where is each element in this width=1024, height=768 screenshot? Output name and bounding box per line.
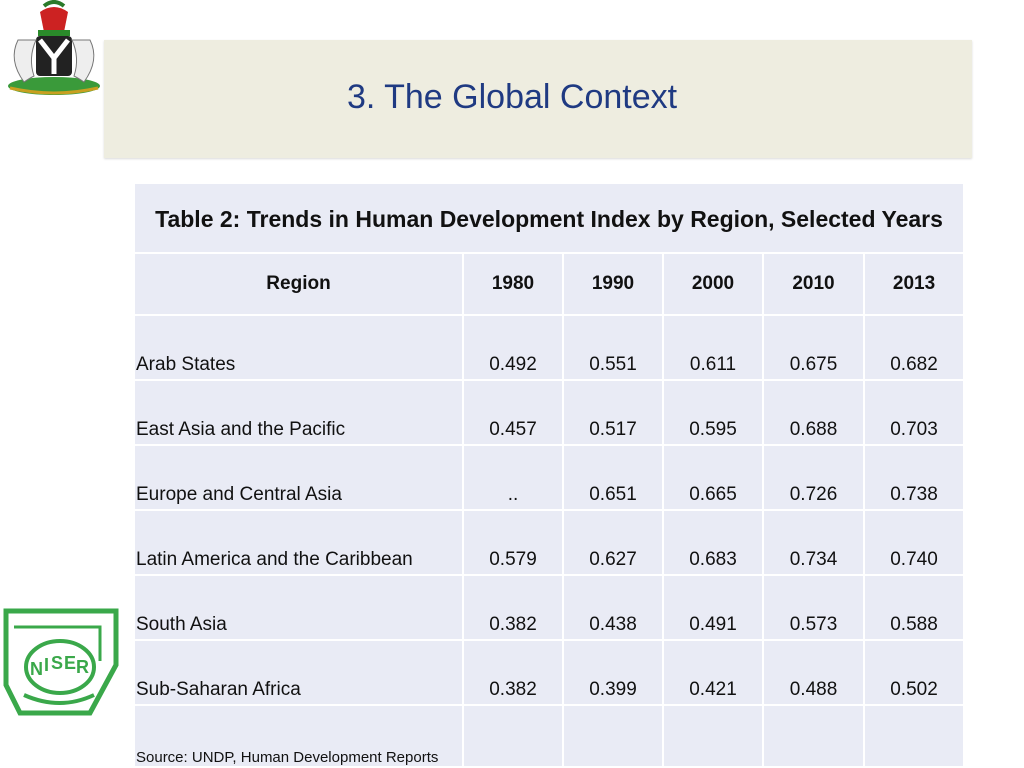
empty-cell xyxy=(462,704,564,768)
value-cell: 0.683 xyxy=(662,509,764,576)
niser-logo: N I S E R xyxy=(3,608,119,716)
empty-cell xyxy=(662,704,764,768)
value-cell: 0.491 xyxy=(662,574,764,641)
region-cell: Latin America and the Caribbean xyxy=(133,509,464,576)
value-cell: 0.517 xyxy=(562,379,664,446)
column-header: 1990 xyxy=(562,252,664,316)
source-note: Source: UNDP, Human Development Reports xyxy=(133,704,464,768)
empty-cell xyxy=(762,704,865,768)
table-row: Europe and Central Asia .. 0.651 0.665 0… xyxy=(133,444,966,511)
slide-title: 3. The Global Context xyxy=(346,78,678,116)
value-cell: 0.573 xyxy=(762,574,865,641)
column-header: Region xyxy=(133,252,464,316)
table-row: South Asia 0.382 0.438 0.491 0.573 0.588 xyxy=(133,574,966,641)
value-cell: 0.595 xyxy=(662,379,764,446)
niser-letter-i: I xyxy=(44,655,49,675)
niser-letter-s: S xyxy=(51,653,63,673)
value-cell: 0.688 xyxy=(762,379,865,446)
value-cell: 0.382 xyxy=(462,574,564,641)
table-row: Latin America and the Caribbean 0.579 0.… xyxy=(133,509,966,576)
value-cell: 0.738 xyxy=(862,444,966,511)
coat-of-arms-logo xyxy=(8,0,100,95)
niser-letter-e: E xyxy=(64,653,76,673)
region-cell: South Asia xyxy=(133,574,464,641)
value-cell: .. xyxy=(462,444,564,511)
region-cell: Sub-Saharan Africa xyxy=(133,639,464,706)
value-cell: 0.438 xyxy=(562,574,664,641)
value-cell: 0.726 xyxy=(762,444,865,511)
title-band xyxy=(104,40,972,158)
table-row: East Asia and the Pacific 0.457 0.517 0.… xyxy=(133,379,966,446)
value-cell: 0.740 xyxy=(862,509,966,576)
value-cell: 0.492 xyxy=(462,314,564,381)
source-row: Source: UNDP, Human Development Reports xyxy=(133,704,966,768)
value-cell: 0.651 xyxy=(562,444,664,511)
value-cell: 0.579 xyxy=(462,509,564,576)
column-header: 2000 xyxy=(662,252,764,316)
value-cell: 0.399 xyxy=(562,639,664,706)
column-header: 2013 xyxy=(862,252,966,316)
value-cell: 0.502 xyxy=(862,639,966,706)
table-caption: Table 2: Trends in Human Development Ind… xyxy=(132,182,966,254)
table-row: Sub-Saharan Africa 0.382 0.399 0.421 0.4… xyxy=(133,639,966,706)
region-cell: East Asia and the Pacific xyxy=(133,379,464,446)
value-cell: 0.703 xyxy=(862,379,966,446)
empty-cell xyxy=(862,704,966,768)
niser-letter-n: N xyxy=(30,659,43,679)
value-cell: 0.488 xyxy=(762,639,865,706)
value-cell: 0.682 xyxy=(862,314,966,381)
column-header: 2010 xyxy=(762,252,865,316)
region-cell: Arab States xyxy=(133,314,464,381)
value-cell: 0.627 xyxy=(562,509,664,576)
value-cell: 0.665 xyxy=(662,444,764,511)
niser-letter-r: R xyxy=(76,657,89,677)
value-cell: 0.551 xyxy=(562,314,664,381)
region-cell: Europe and Central Asia xyxy=(133,444,464,511)
value-cell: 0.734 xyxy=(762,509,865,576)
table-row: Arab States 0.492 0.551 0.611 0.675 0.68… xyxy=(133,314,966,381)
value-cell: 0.421 xyxy=(662,639,764,706)
empty-cell xyxy=(562,704,664,768)
value-cell: 0.457 xyxy=(462,379,564,446)
value-cell: 0.675 xyxy=(762,314,865,381)
column-header: 1980 xyxy=(462,252,564,316)
header-row: Region 1980 1990 2000 2010 2013 xyxy=(133,252,966,316)
hdi-table: Table 2: Trends in Human Development Ind… xyxy=(132,182,966,768)
value-cell: 0.611 xyxy=(662,314,764,381)
value-cell: 0.588 xyxy=(862,574,966,641)
value-cell: 0.382 xyxy=(462,639,564,706)
